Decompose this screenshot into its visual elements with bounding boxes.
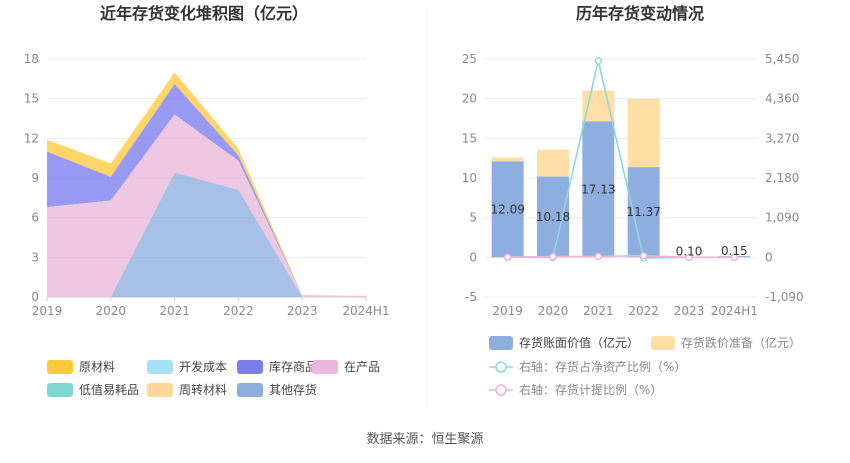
legend-label: 库存商品 bbox=[269, 359, 317, 374]
area-在产品 bbox=[47, 114, 366, 297]
line-point bbox=[594, 57, 603, 65]
right-axis-tick-label: 2,180 bbox=[765, 171, 799, 185]
legend-swatch bbox=[147, 383, 173, 397]
bar-book-value bbox=[491, 161, 524, 258]
right-axis-tick-label: 3,270 bbox=[765, 131, 799, 145]
legend-swatch bbox=[312, 360, 338, 374]
legend-label: 低值易耗品 bbox=[79, 382, 139, 397]
bar-impairment bbox=[627, 98, 660, 168]
legend-line-marker bbox=[495, 384, 507, 396]
legend-label: 右轴：存货占净资产比例（%） bbox=[519, 359, 686, 374]
legend-label: 存货账面价值（亿元） bbox=[519, 335, 639, 350]
bar-value-label: 11.37 bbox=[626, 205, 660, 219]
left-y-tick-label: 3 bbox=[31, 250, 39, 264]
left-x-tick-label: 2023 bbox=[287, 304, 318, 318]
left-axis-tick-label: 10 bbox=[462, 171, 477, 185]
legend-swatch bbox=[47, 383, 73, 397]
line-provision-ratio bbox=[507, 254, 735, 259]
area-库存商品 bbox=[47, 84, 366, 296]
left-x-tick-label: 2021 bbox=[159, 304, 190, 318]
left-y-tick-label: 18 bbox=[24, 52, 39, 66]
legend-swatch bbox=[651, 336, 675, 350]
right-axis-tick-label: -1,090 bbox=[765, 290, 804, 304]
left-axis-tick-label: 15 bbox=[462, 131, 477, 145]
right-bar-line-chart: -5 0 5 10 15 20 25 -1,090 0 1,090 2,180 3,270 4,360 5… bbox=[462, 52, 804, 397]
left-y-tick-label: 15 bbox=[24, 92, 39, 106]
right-x-tick-label: 2019 bbox=[492, 304, 523, 318]
bar-value-label: 12.09 bbox=[490, 202, 524, 216]
legend-swatch bbox=[489, 336, 513, 350]
left-chart-title: 近年存货变化堆积图（亿元） bbox=[100, 4, 308, 23]
left-axis-tick-label: -5 bbox=[465, 290, 477, 304]
left-y-tick-label: 0 bbox=[31, 290, 39, 304]
bar-value-label: 0.15 bbox=[721, 244, 748, 258]
line-point bbox=[685, 253, 693, 262]
left-x-tick-label: 2022 bbox=[223, 304, 254, 318]
right-axis-tick-label: 4,360 bbox=[765, 92, 799, 106]
left-y-tick-label: 9 bbox=[31, 171, 39, 185]
right-x-tick-label: 2021 bbox=[583, 304, 614, 318]
area-原材料 bbox=[47, 72, 366, 296]
legend-swatch bbox=[237, 360, 263, 374]
right-axis-tick-label: 5,450 bbox=[765, 52, 799, 66]
line-point bbox=[549, 252, 557, 261]
right-axis-tick-label: 0 bbox=[765, 250, 773, 264]
right-axis-tick-label: 1,090 bbox=[765, 211, 799, 225]
line-point bbox=[594, 252, 603, 261]
left-x-tick-label: 2019 bbox=[32, 304, 63, 318]
legend-label: 存货跌价准备（亿元） bbox=[681, 335, 801, 350]
bar-value-label: 10.18 bbox=[536, 210, 570, 224]
right-x-tick-label: 2022 bbox=[628, 304, 659, 318]
area-其他存货 bbox=[47, 172, 366, 297]
left-x-tick-label: 2024H1 bbox=[342, 304, 389, 318]
bar-impairment bbox=[537, 149, 569, 177]
right-x-tick-label: 2023 bbox=[674, 304, 705, 318]
bar-book-value bbox=[537, 176, 569, 258]
left-y-tick-label: 6 bbox=[31, 211, 39, 225]
data-source-note: 数据来源：恒生聚源 bbox=[366, 432, 483, 447]
bar-impairment bbox=[491, 157, 524, 162]
line-point bbox=[639, 251, 648, 260]
legend-swatch bbox=[147, 360, 173, 374]
left-y-tick-label: 12 bbox=[24, 131, 39, 145]
legend-line-marker bbox=[495, 361, 507, 373]
left-axis-tick-label: 20 bbox=[462, 92, 477, 106]
left-axis-tick-label: 25 bbox=[462, 52, 477, 66]
line-point bbox=[503, 253, 512, 261]
legend-label: 周转材料 bbox=[179, 382, 227, 397]
left-stacked-area-chart: 0 3 6 9 12 15 18 2019 2020 2021 2022 2023 2024H1 原材料 开… bbox=[24, 52, 390, 397]
legend-swatch bbox=[47, 360, 73, 374]
bar-book-value bbox=[582, 121, 615, 258]
legend-label: 其他存货 bbox=[269, 382, 317, 397]
right-x-tick-label: 2020 bbox=[538, 304, 569, 318]
bar-value-label: 17.13 bbox=[581, 182, 615, 196]
left-x-tick-label: 2020 bbox=[96, 304, 127, 318]
legend-swatch bbox=[237, 383, 263, 397]
legend-label: 开发成本 bbox=[179, 359, 227, 374]
right-x-tick-label: 2024H1 bbox=[711, 304, 758, 318]
right-chart-title: 历年存货变动情况 bbox=[576, 4, 704, 23]
bar-value-label: 0.10 bbox=[676, 245, 703, 259]
legend-label: 原材料 bbox=[79, 360, 115, 374]
legend-label: 右轴：存货计提比例（%） bbox=[519, 382, 662, 397]
legend-label: 在产品 bbox=[344, 360, 380, 374]
left-axis-tick-label: 0 bbox=[469, 250, 477, 264]
left-axis-tick-label: 5 bbox=[469, 211, 477, 225]
line-point bbox=[730, 253, 739, 262]
